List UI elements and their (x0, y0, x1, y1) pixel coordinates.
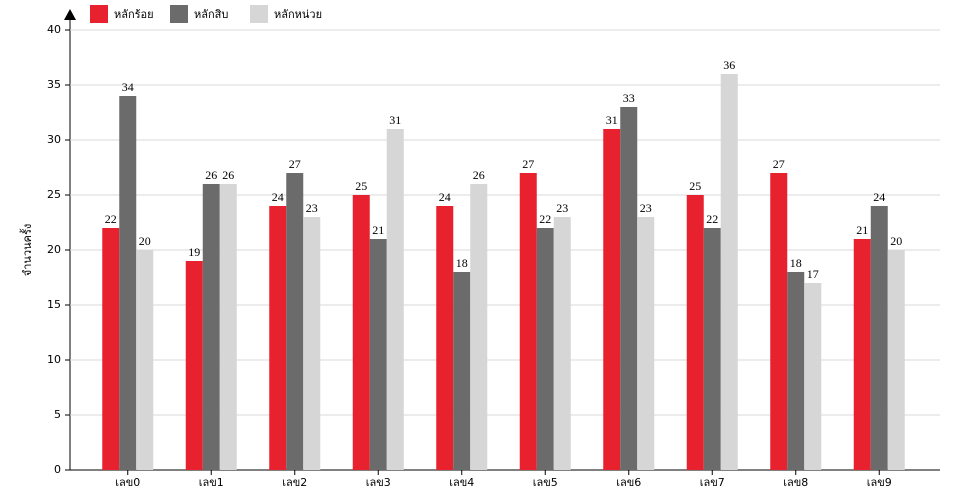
bar (185, 261, 203, 470)
bar (119, 96, 137, 470)
value-label: 18 (790, 256, 802, 270)
x-tick-label: เลข5 (533, 476, 558, 489)
x-tick-label: เลข1 (199, 476, 224, 489)
value-label: 24 (272, 190, 284, 204)
value-label: 26 (222, 168, 234, 182)
bar (269, 206, 287, 470)
y-tick-label: 5 (54, 408, 61, 421)
value-label: 22 (706, 212, 718, 226)
value-label: 22 (105, 212, 117, 226)
value-label: 26 (473, 168, 485, 182)
y-tick-label: 40 (47, 23, 61, 36)
bar (303, 217, 321, 470)
x-tick-label: เลข9 (867, 476, 892, 489)
value-label: 24 (439, 190, 451, 204)
value-label: 25 (689, 179, 701, 193)
x-tick-label: เลข3 (366, 476, 391, 489)
value-label: 31 (606, 113, 618, 127)
y-axis-label: จำนวนครั้ง (19, 224, 34, 276)
y-tick-label: 15 (47, 298, 61, 311)
bar (202, 184, 220, 470)
x-tick-label: เลข6 (616, 476, 641, 489)
bar (703, 228, 721, 470)
bar (352, 195, 370, 470)
bar (770, 173, 788, 470)
y-tick-label: 0 (54, 463, 61, 476)
value-label: 27 (773, 157, 785, 171)
y-tick-label: 30 (47, 133, 61, 146)
bar (102, 228, 120, 470)
bar (553, 217, 571, 470)
bar (870, 206, 888, 470)
value-label: 19 (188, 245, 200, 259)
bar (887, 250, 905, 470)
bar (804, 283, 822, 470)
bar (536, 228, 554, 470)
value-label: 26 (205, 168, 217, 182)
x-tick-label: เลข2 (282, 476, 307, 489)
x-tick-label: เลข7 (700, 476, 725, 489)
value-label: 23 (640, 201, 652, 215)
value-label: 18 (456, 256, 468, 270)
value-label: 25 (355, 179, 367, 193)
bar (286, 173, 304, 470)
value-label: 20 (139, 234, 151, 248)
bar (686, 195, 704, 470)
value-label: 24 (873, 190, 885, 204)
y-tick-label: 20 (47, 243, 61, 256)
legend-label: หลักสิบ (194, 8, 228, 21)
bar (787, 272, 805, 470)
y-tick-label: 10 (47, 353, 61, 366)
y-axis-arrow (64, 9, 76, 20)
x-tick-label: เลข8 (783, 476, 808, 489)
value-label: 21 (856, 223, 868, 237)
value-label: 17 (807, 267, 819, 281)
bar (853, 239, 871, 470)
bar (519, 173, 537, 470)
y-tick-label: 25 (47, 188, 61, 201)
legend-swatch (170, 5, 188, 23)
value-label: 23 (306, 201, 318, 215)
value-label: 22 (539, 212, 551, 226)
legend-swatch (90, 5, 108, 23)
value-label: 36 (723, 58, 735, 72)
bar (436, 206, 454, 470)
value-label: 27 (289, 157, 301, 171)
legend-label: หลักหน่วย (274, 8, 322, 21)
x-tick-label: เลข4 (449, 476, 474, 489)
value-label: 31 (389, 113, 401, 127)
x-tick-label: เลข0 (115, 476, 140, 489)
bar (637, 217, 655, 470)
bar (219, 184, 237, 470)
value-label: 20 (890, 234, 902, 248)
bar (136, 250, 154, 470)
bar (470, 184, 488, 470)
bar (603, 129, 621, 470)
bar (720, 74, 738, 470)
bar (369, 239, 387, 470)
bar (386, 129, 404, 470)
value-label: 34 (122, 80, 134, 94)
legend-label: หลักร้อย (114, 8, 154, 21)
bar (620, 107, 638, 470)
value-label: 33 (623, 91, 635, 105)
legend-swatch (250, 5, 268, 23)
value-label: 27 (522, 157, 534, 171)
value-label: 23 (556, 201, 568, 215)
bar (453, 272, 471, 470)
value-label: 21 (372, 223, 384, 237)
y-tick-label: 35 (47, 78, 61, 91)
